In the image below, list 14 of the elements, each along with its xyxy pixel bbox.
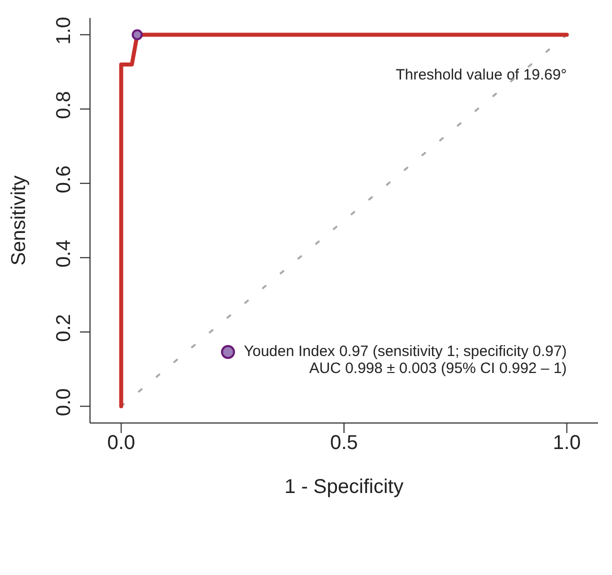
y-tick-label: 0.6 [53,165,75,194]
y-axis-title: Sensitivity [8,175,30,266]
x-axis-title: 1 - Specificity [284,476,404,498]
legend-label: Youden Index 0.97 (sensitivity 1; specificity 0.97) [244,343,567,360]
y-tick-label: 1.0 [53,16,75,45]
annotation: Threshold value of 19.69° [396,66,567,84]
x-tick-label: 1.0 [552,432,581,454]
annotation: AUC 0.998 ± 0.003 (95% CI 0.992 – 1) [309,360,567,377]
y-tick-label: 0.0 [53,388,75,416]
y-tick-label: 0.4 [53,240,75,268]
x-tick-label: 0.0 [107,432,136,454]
y-tick-label: 0.8 [53,91,75,119]
x-tick-label: 0.5 [330,432,358,454]
y-tick-label: 0.2 [53,314,75,342]
